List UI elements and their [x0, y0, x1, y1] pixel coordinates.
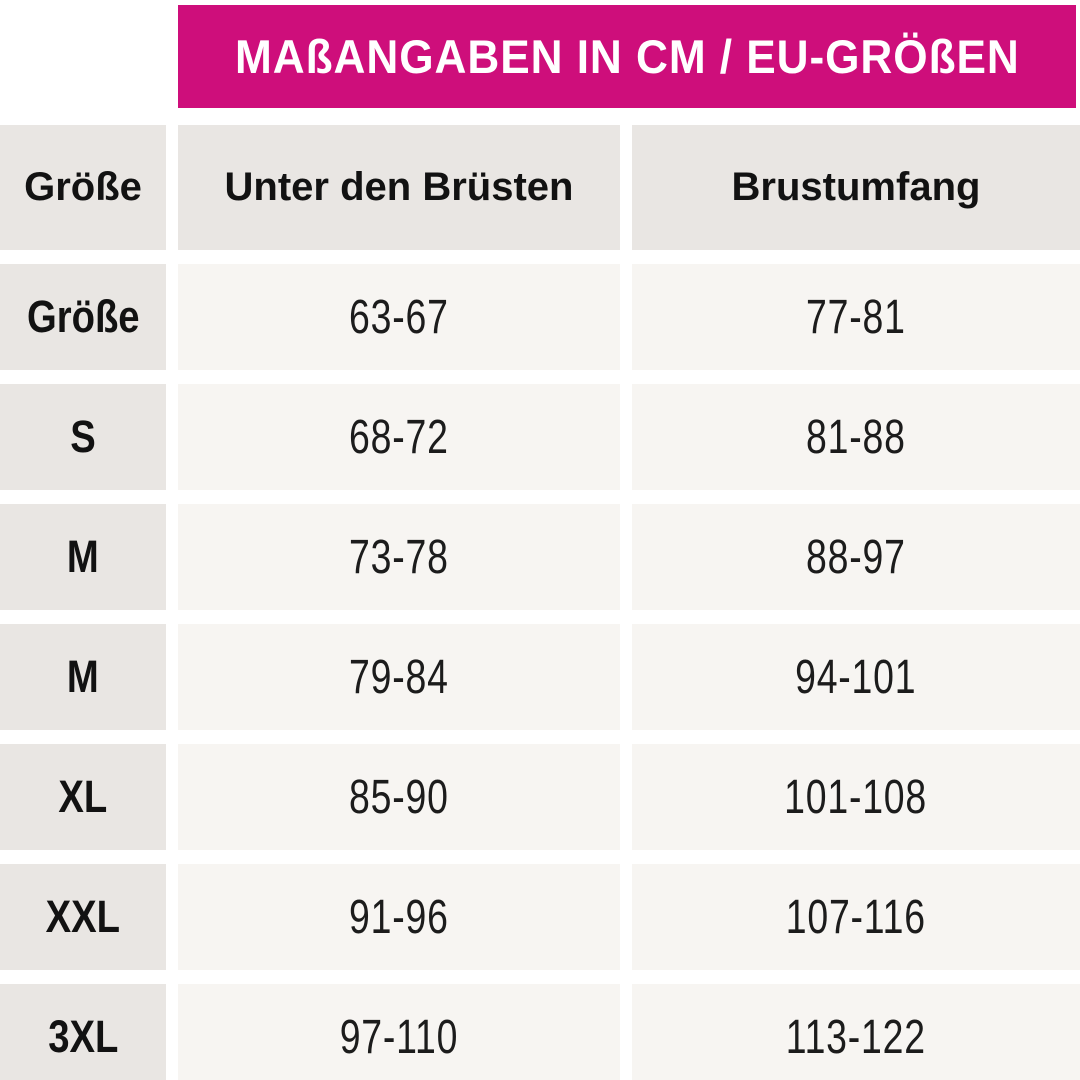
size-cell: S	[0, 384, 166, 490]
size-value: 3XL	[47, 1011, 119, 1062]
size-value: Größe	[26, 291, 140, 342]
column-gap	[166, 125, 178, 250]
size-cell: Größe	[0, 264, 166, 370]
column-gap	[166, 264, 178, 370]
under-bust-value: 63-67	[349, 290, 449, 344]
under-bust-cell: 73-78	[178, 504, 620, 610]
table-row: M 73-78 88-97	[0, 504, 1080, 610]
table-row: M 79-84 94-101	[0, 624, 1080, 730]
bust-cell: 101-108	[632, 744, 1080, 850]
column-gap	[166, 384, 178, 490]
column-gap	[166, 864, 178, 970]
column-gap	[166, 744, 178, 850]
column-gap	[620, 624, 632, 730]
under-bust-cell: 63-67	[178, 264, 620, 370]
table-header-row: Größe Unter den Brüsten Brustumfang	[0, 125, 1080, 250]
under-bust-cell: 68-72	[178, 384, 620, 490]
bust-value: 107-116	[785, 890, 927, 944]
bust-cell: 88-97	[632, 504, 1080, 610]
column-gap	[166, 504, 178, 610]
size-value: XL	[58, 771, 108, 822]
bust-cell: 113-122	[632, 984, 1080, 1080]
table-row: Größe 63-67 77-81	[0, 264, 1080, 370]
column-gap	[620, 864, 632, 970]
header-bust-label: Brustumfang	[731, 165, 981, 209]
bust-cell: 107-116	[632, 864, 1080, 970]
column-gap	[620, 264, 632, 370]
column-gap	[620, 125, 632, 250]
under-bust-value: 73-78	[349, 530, 449, 584]
size-value: M	[67, 651, 99, 702]
under-bust-value: 91-96	[349, 890, 449, 944]
under-bust-value: 97-110	[339, 1010, 459, 1064]
table-row: XXL 91-96 107-116	[0, 864, 1080, 970]
header-cell-bust: Brustumfang	[632, 125, 1080, 250]
under-bust-cell: 97-110	[178, 984, 620, 1080]
under-bust-cell: 79-84	[178, 624, 620, 730]
size-value: S	[70, 411, 96, 462]
banner: MAßANGABEN IN CM / EU-GRÖßEN	[178, 5, 1076, 108]
under-bust-value: 68-72	[349, 410, 449, 464]
size-cell: M	[0, 624, 166, 730]
header-size-label: Größe	[24, 165, 142, 209]
bust-value: 94-101	[795, 650, 917, 704]
bust-value: 88-97	[806, 530, 906, 584]
size-value: M	[67, 531, 99, 582]
table-row: S 68-72 81-88	[0, 384, 1080, 490]
size-value: XXL	[45, 891, 121, 942]
bust-value: 81-88	[806, 410, 906, 464]
bust-cell: 77-81	[632, 264, 1080, 370]
bust-cell: 94-101	[632, 624, 1080, 730]
column-gap	[620, 504, 632, 610]
under-bust-value: 85-90	[349, 770, 449, 824]
size-table: Größe Unter den Brüsten Brustumfang Größ…	[0, 125, 1080, 1080]
bust-value: 77-81	[806, 290, 906, 344]
header-under-bust-label: Unter den Brüsten	[224, 165, 574, 209]
size-cell: XL	[0, 744, 166, 850]
column-gap	[620, 744, 632, 850]
under-bust-value: 79-84	[349, 650, 449, 704]
column-gap	[620, 384, 632, 490]
size-cell: 3XL	[0, 984, 166, 1080]
column-gap	[166, 984, 178, 1080]
bust-value: 113-122	[785, 1010, 927, 1064]
header-cell-size: Größe	[0, 125, 166, 250]
table-row: 3XL 97-110 113-122	[0, 984, 1080, 1080]
column-gap	[620, 984, 632, 1080]
under-bust-cell: 91-96	[178, 864, 620, 970]
under-bust-cell: 85-90	[178, 744, 620, 850]
bust-value: 101-108	[784, 770, 928, 824]
bust-cell: 81-88	[632, 384, 1080, 490]
size-cell: M	[0, 504, 166, 610]
size-cell: XXL	[0, 864, 166, 970]
table-row: XL 85-90 101-108	[0, 744, 1080, 850]
header-cell-under-bust: Unter den Brüsten	[178, 125, 620, 250]
column-gap	[166, 624, 178, 730]
banner-title: MAßANGABEN IN CM / EU-GRÖßEN	[234, 30, 1020, 83]
